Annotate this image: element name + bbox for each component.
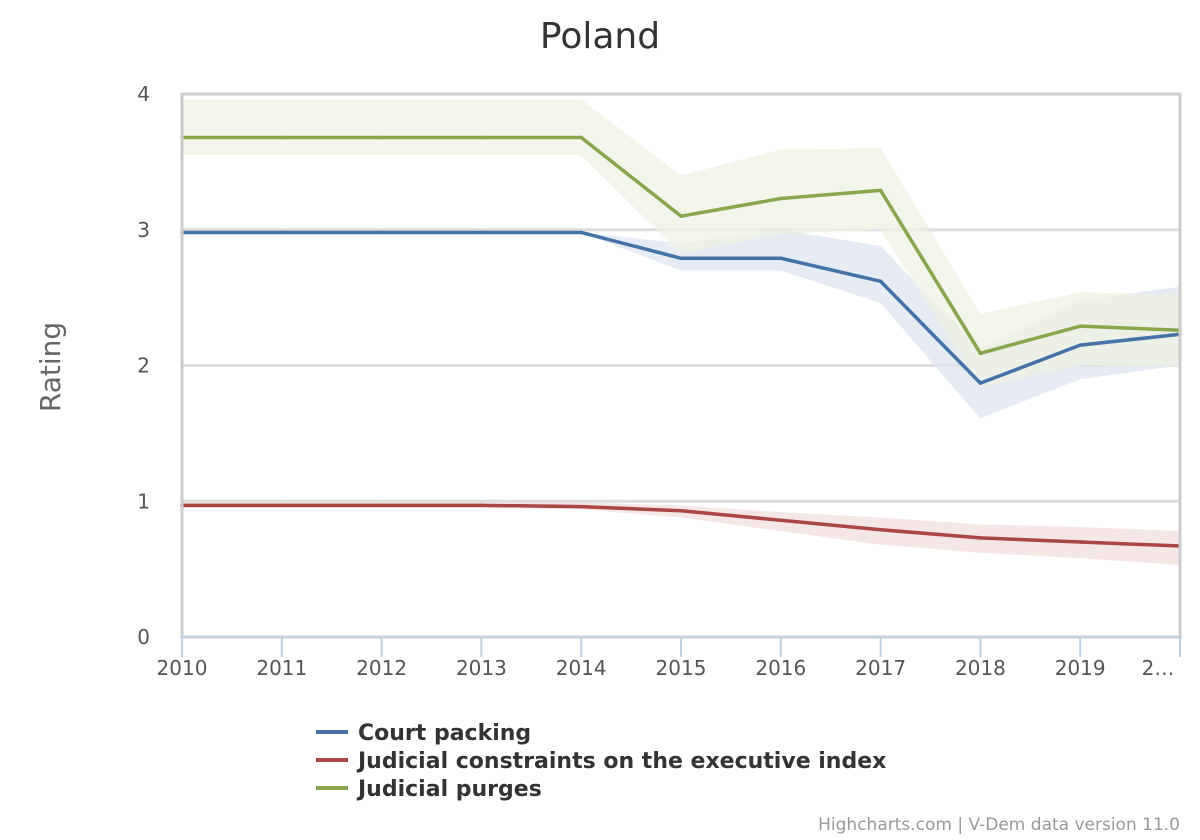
data-point[interactable] [379,230,384,235]
x-tick-label: 2017 [855,656,906,680]
data-point[interactable] [978,351,983,356]
data-point[interactable] [878,279,883,284]
data-point[interactable] [878,188,883,193]
chart-title: Poland [540,16,660,57]
x-tick-label: 2012 [356,656,407,680]
data-point[interactable] [579,135,583,140]
x-tick-label: 2011 [256,656,307,680]
data-point[interactable] [280,230,284,235]
x-axis-ticks: 2010 2011 2012 2013 2014 2015 2016 2017 2018 2019… [157,637,1181,680]
data-point[interactable] [779,518,783,523]
data-point[interactable] [679,256,683,261]
data-point[interactable] [479,135,484,140]
data-point[interactable] [379,135,384,140]
data-point[interactable] [978,536,983,540]
x-tick-label: 2015 [656,656,707,680]
x-tick-label: 2010 [157,656,208,680]
x-tick-label: 2016 [755,656,806,680]
x-tick-label: 2014 [556,656,607,680]
data-point[interactable] [579,504,583,509]
x-tick-label: 2019 [1055,656,1106,680]
y-tick-label: 2 [137,354,150,378]
x-tick-label: 2018 [955,656,1006,680]
data-point[interactable] [779,196,783,201]
y-tick-label: 3 [137,218,150,242]
data-point[interactable] [379,503,384,508]
data-point[interactable] [679,508,683,513]
y-axis-ticks: 0 1 2 3 4 [137,82,150,649]
confidence-band-0 [182,229,1180,419]
data-point[interactable] [779,256,783,261]
data-point[interactable] [280,503,284,508]
data-point[interactable] [679,214,683,218]
confidence-bands [182,99,1180,566]
legend-item-label[interactable]: Judicial constraints on the executive in… [356,749,886,774]
confidence-band-2 [182,99,1180,388]
y-axis-label: Rating [34,322,67,412]
legend-item-label[interactable]: Court packing [358,721,531,746]
x-tick-label: 2… [1142,656,1175,680]
data-point[interactable] [878,527,883,532]
data-point[interactable] [1078,540,1082,544]
x-tick-label: 2013 [456,656,507,680]
y-tick-label: 1 [137,489,150,513]
data-point[interactable] [579,230,583,235]
confidence-band-1 [182,502,1180,566]
credits-text[interactable]: Highcharts.com | V-Dem data version 11.0 [818,815,1180,835]
data-point[interactable] [280,135,284,140]
y-tick-label: 0 [137,625,150,649]
legend-item-label[interactable]: Judicial purges [356,777,542,802]
data-point[interactable] [1078,343,1082,347]
y-tick-label: 4 [137,82,150,106]
data-point[interactable] [978,381,983,385]
data-point[interactable] [479,230,484,235]
data-point[interactable] [1078,324,1082,328]
legend: Court packing Judicial constraints on the… [316,721,886,802]
data-point[interactable] [479,503,484,508]
